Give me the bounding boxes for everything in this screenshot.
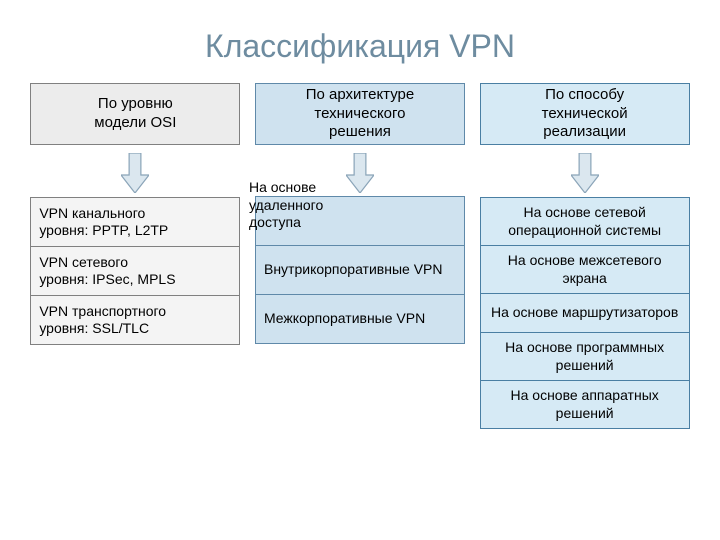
items-implementation: На основе сетевой операционной системыНа… bbox=[480, 197, 690, 429]
list-item: VPN сетевого уровня: IPSec, MPLS bbox=[30, 246, 240, 296]
header-osi: По уровнюмодели OSI bbox=[30, 83, 240, 145]
list-item: Внутрикорпоративные VPN bbox=[255, 245, 465, 295]
list-item: На основе программных решений bbox=[480, 332, 690, 381]
header-architecture: По архитектуретехническогорешения bbox=[255, 83, 465, 145]
page-title: Классификация VPN bbox=[0, 0, 720, 65]
arrow-icon bbox=[571, 153, 599, 193]
list-item: На основе маршрутизаторов bbox=[480, 293, 690, 333]
column-osi: По уровнюмодели OSI VPN канального уровн… bbox=[30, 83, 240, 429]
list-item: VPN транспортного уровня: SSL/TLC bbox=[30, 295, 240, 345]
column-architecture: По архитектуретехническогорешения На осн… bbox=[255, 83, 465, 429]
list-item: На основе сетевой операционной системы bbox=[480, 197, 690, 246]
arrow-icon bbox=[346, 153, 374, 193]
columns-container: По уровнюмодели OSI VPN канального уровн… bbox=[0, 83, 720, 429]
list-item: На основе межсетевого экрана bbox=[480, 245, 690, 294]
list-item: VPN канального уровня: PPTP, L2TP bbox=[30, 197, 240, 247]
items-osi: VPN канального уровня: PPTP, L2TPVPN сет… bbox=[30, 197, 240, 345]
arrow-icon bbox=[121, 153, 149, 193]
list-item: Межкорпоративные VPN bbox=[255, 294, 465, 344]
header-implementation: По способутехническойреализации bbox=[480, 83, 690, 145]
list-item: На основе аппаратных решений bbox=[480, 380, 690, 429]
items-architecture: На основеудаленногодоступа Внутрикорпора… bbox=[255, 197, 465, 344]
overlay-remote-access: На основеудаленногодоступа bbox=[249, 179, 323, 232]
column-implementation: По способутехническойреализации На основ… bbox=[480, 83, 690, 429]
